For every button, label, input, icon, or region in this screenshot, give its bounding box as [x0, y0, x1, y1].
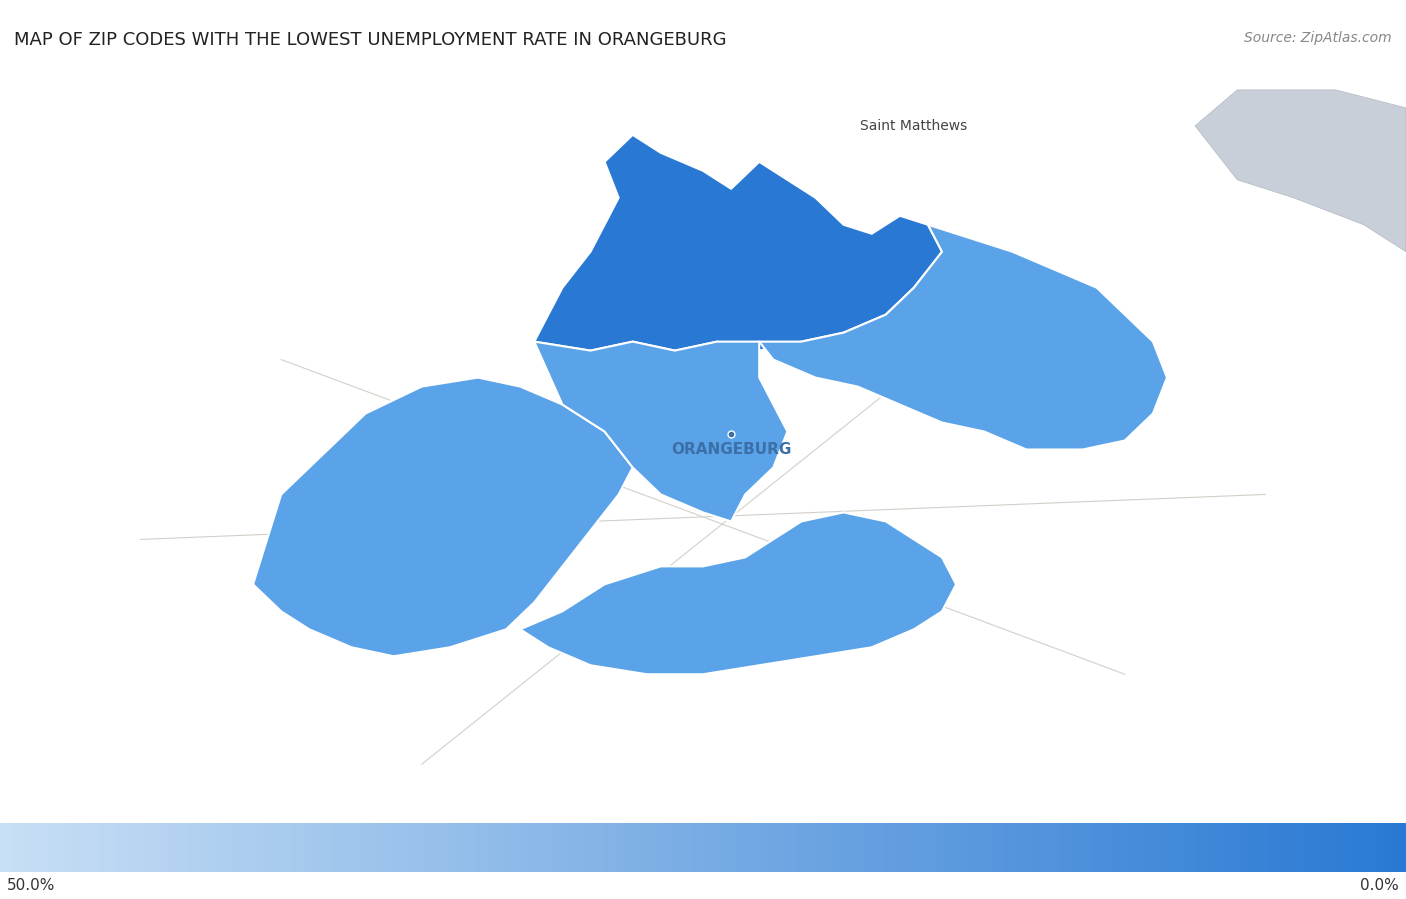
Text: Saint Matthews: Saint Matthews — [860, 119, 967, 133]
Text: MAP OF ZIP CODES WITH THE LOWEST UNEMPLOYMENT RATE IN ORANGEBURG: MAP OF ZIP CODES WITH THE LOWEST UNEMPLO… — [14, 31, 727, 49]
Text: Source: ZipAtlas.com: Source: ZipAtlas.com — [1244, 31, 1392, 46]
Text: 0.0%: 0.0% — [1360, 878, 1399, 893]
Polygon shape — [1195, 90, 1406, 252]
Text: ORANGEBURG: ORANGEBURG — [671, 442, 792, 457]
Text: 50.0%: 50.0% — [7, 878, 55, 893]
